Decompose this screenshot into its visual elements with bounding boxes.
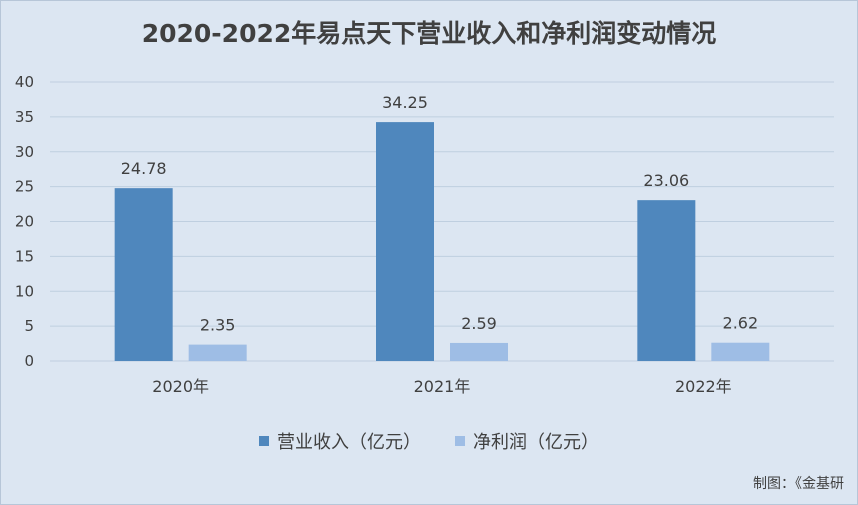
x-tick-label-3: 2022年 xyxy=(675,377,732,396)
legend-label-profit: 净利润（亿元） xyxy=(473,432,599,453)
y-tick-label-10: 10 xyxy=(15,282,34,300)
legend-item-revenue: 营业收入（亿元） xyxy=(259,428,421,454)
data-label-profit-3: 2.62 xyxy=(723,314,759,333)
legend-label-revenue: 营业收入（亿元） xyxy=(277,432,421,453)
data-label-revenue-2: 34.25 xyxy=(382,93,428,112)
x-tick-label-2: 2021年 xyxy=(414,377,471,396)
bar-profit-2 xyxy=(450,342,508,361)
chart-credit: 制图：《金基研 xyxy=(753,476,844,492)
y-tick-label-5: 5 xyxy=(24,317,34,335)
y-tick-label-35: 35 xyxy=(15,108,34,126)
data-label-profit-1: 2.35 xyxy=(200,316,236,335)
data-label-revenue-3: 23.06 xyxy=(643,171,689,190)
bar-profit-3 xyxy=(711,342,770,361)
y-tick-label-20: 20 xyxy=(15,213,34,231)
y-tick-label-40: 40 xyxy=(15,73,34,91)
legend-swatch-profit xyxy=(455,436,465,446)
legend: 营业收入（亿元） 净利润（亿元） xyxy=(0,428,858,454)
data-label-revenue-1: 24.78 xyxy=(121,159,167,178)
bar-profit-1 xyxy=(188,344,247,361)
legend-item-profit: 净利润（亿元） xyxy=(455,428,599,454)
data-label-profit-2: 2.59 xyxy=(461,314,497,333)
y-tick-label-30: 30 xyxy=(15,143,34,161)
chart-title: 2020-2022年易点天下营业收入和净利润变动情况 xyxy=(141,19,717,48)
bar-revenue-1 xyxy=(114,188,173,361)
bar-revenue-2 xyxy=(376,122,434,361)
y-tick-label-0: 0 xyxy=(24,352,34,370)
x-tick-label-1: 2020年 xyxy=(152,377,209,396)
bar-revenue-3 xyxy=(637,200,696,361)
y-tick-label-25: 25 xyxy=(15,178,34,196)
legend-swatch-revenue xyxy=(259,436,269,446)
y-tick-label-15: 15 xyxy=(15,247,34,265)
